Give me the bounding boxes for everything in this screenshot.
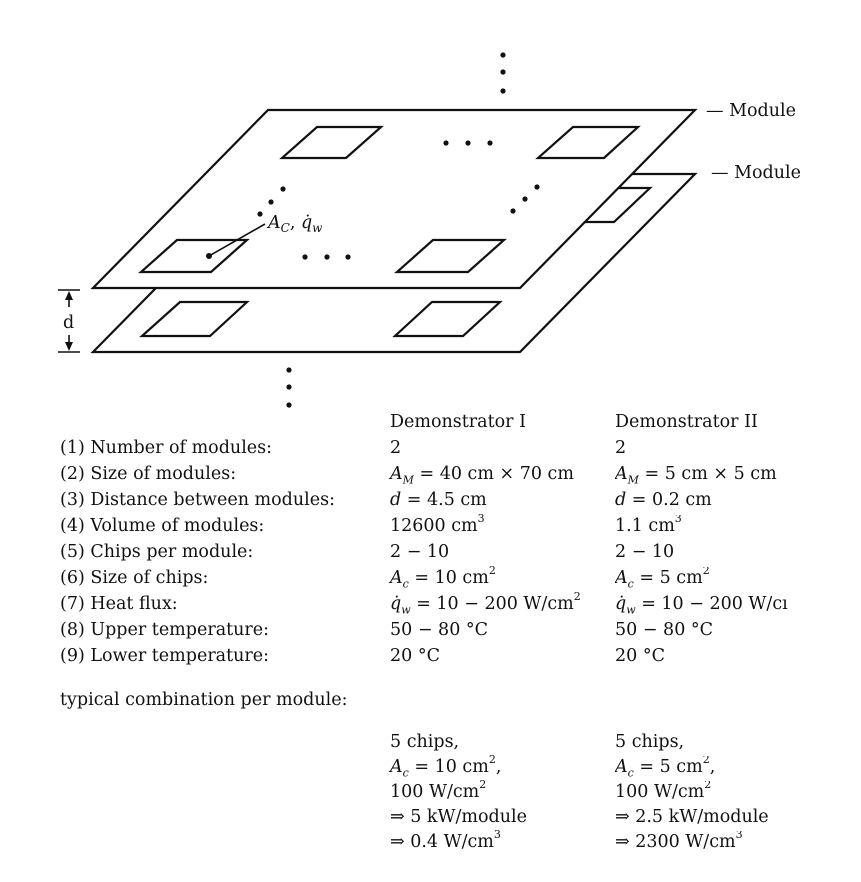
combo-d1-line1: 5 chips, [390,732,460,752]
dot-left-1 [280,186,286,192]
dot-top-1 [500,52,506,58]
row-6-label: (6) Size of chips: [60,568,209,588]
row-6-d2: Ac = 5 cm2 [615,567,710,589]
dot-right-1 [534,184,540,190]
combo-d2-line3: 100 W/cm2 [615,781,712,802]
dot-bottom-2 [286,384,292,390]
dot-top-2 [500,69,506,75]
combo-d1-line3: 100 W/cm2 [390,778,487,802]
dot-bottom-1 [286,367,292,373]
dot-right-2 [522,196,528,202]
row-1-d2: 2 [615,438,627,458]
combo-d2-line5: ⇒ 2300 W/cm3 [615,831,743,852]
row-7-label: (7) Heat flux: [60,594,178,614]
upper-module-plate [90,108,698,290]
row-4-d1: 12600 cm3 [390,512,485,536]
combo-d1-line5: ⇒ 0.4 W/cm3 [390,828,501,852]
dot-row-top-3 [487,140,493,146]
combo-d1-line2: Ac = 10 cm2, [390,753,502,780]
dot-row-top-1 [443,140,449,146]
row-4-label: (4) Volume of modules: [60,516,265,536]
row-1-d1: 2 [390,438,402,458]
row-3-d1: d = 4.5 cm [390,490,487,510]
chip-label-leader [208,223,266,257]
chip-point [206,253,212,259]
row-3-d2: d = 0.2 cm [615,490,712,510]
upper-chip-back-right [535,125,641,160]
dot-row-bottom-3 [345,254,351,260]
dot-bottom-3 [286,402,292,408]
row-5-d1: 2 − 10 [390,542,450,562]
dot-left-2 [268,199,274,205]
row-7-d2: q̇w = 10 − 200 W/cı [615,594,788,615]
combo-d2-line1: 5 chips, [615,732,685,752]
dot-left-3 [257,211,263,217]
lower-chip-right [392,300,503,338]
module-stack-diagram: — Module — Module d AC, q̇w [58,52,801,408]
row-2-d2: AM = 5 cm × 5 cm [615,464,777,485]
row-7-d1: q̇w = 10 − 200 W/cm2 [390,590,581,617]
row-3-label: (3) Distance between modules: [60,490,335,510]
row-2-label: (2) Size of modules: [60,464,237,484]
upper-chip-front-left [138,238,250,274]
row-9-d1: 20 °C [390,646,440,666]
d-label: d [63,313,74,333]
module-label-top: — Module [706,101,796,121]
row-9-d2: 20 °C [615,646,665,666]
dot-row-bottom-1 [302,254,308,260]
row-9-label: (9) Lower temperature: [60,646,270,666]
dot-row-top-2 [465,140,471,146]
combination-label: typical combination per module: [60,690,348,710]
row-5-label: (5) Chips per module: [60,542,254,562]
header-demonstrator-1: Demonstrator I [390,412,527,432]
dot-right-3 [510,208,516,214]
combo-d1-line4: ⇒ 5 kW/module [390,807,527,827]
ellipsis-dots [257,52,540,408]
dot-row-bottom-2 [324,254,330,260]
combo-d2-line2: Ac = 5 cm2, [615,756,716,778]
upper-chip-back-left [279,125,384,160]
row-8-d2: 50 − 80 °C [615,620,714,640]
row-5-d2: 2 − 10 [615,542,675,562]
module-label-bottom: — Module [711,163,801,183]
d-arrowhead-top [65,291,73,300]
lower-chip-left [139,300,250,338]
chip-label: AC, q̇w [266,213,323,235]
row-4-d2: 1.1 cm3 [615,515,682,536]
row-6-d1: Ac = 10 cm2 [390,564,496,591]
row-8-d1: 50 − 80 °C [390,620,489,640]
upper-chip-front-right [394,238,507,274]
row-2-d1: AM = 40 cm × 70 cm [390,464,574,487]
combo-d2-line4: ⇒ 2.5 kW/module [615,807,769,827]
row-8-label: (8) Upper temperature: [60,620,270,640]
dot-top-3 [500,88,506,94]
header-demonstrator-2: Demonstrator II [615,412,758,432]
d-arrowhead-bottom [65,342,73,351]
row-1-label: (1) Number of modules: [60,438,273,458]
